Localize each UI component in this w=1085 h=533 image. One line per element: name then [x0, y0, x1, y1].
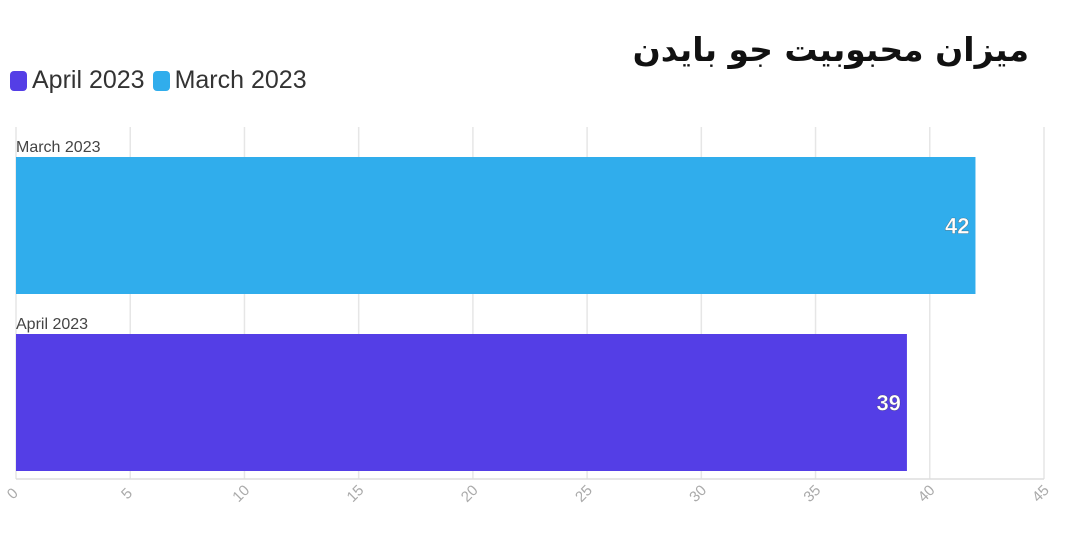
chart-title: میزان محبوبیت جو بایدن — [632, 30, 1029, 69]
legend-swatch-april — [10, 70, 27, 91]
category-label: March 2023 — [16, 139, 101, 156]
x-tick-label: 20 — [458, 482, 482, 506]
legend-item-april[interactable]: April 2023 — [10, 66, 145, 95]
x-tick-label: 10 — [229, 482, 253, 506]
legend-swatch-march — [152, 70, 170, 91]
bar — [16, 334, 907, 471]
data-label: 39 — [876, 391, 900, 416]
x-tick-label: 45 — [1029, 482, 1053, 506]
x-tick-label: 35 — [800, 482, 824, 506]
category-label: April 2023 — [16, 316, 88, 333]
x-tick-label: 15 — [344, 482, 368, 506]
x-tick-label: 0 — [4, 485, 22, 503]
legend-label-april: April 2023 — [32, 66, 145, 94]
x-tick-label: 25 — [572, 482, 596, 506]
legend-item-march[interactable]: March 2023 — [152, 66, 307, 95]
data-label: 42 — [945, 214, 969, 239]
bar — [16, 157, 976, 294]
x-tick-label: 5 — [118, 485, 136, 503]
x-tick-label: 30 — [686, 482, 710, 506]
x-tick-label: 40 — [915, 482, 939, 506]
chart-legend: April 2023 March 2023 — [10, 66, 315, 95]
legend-label-march: March 2023 — [174, 66, 307, 94]
